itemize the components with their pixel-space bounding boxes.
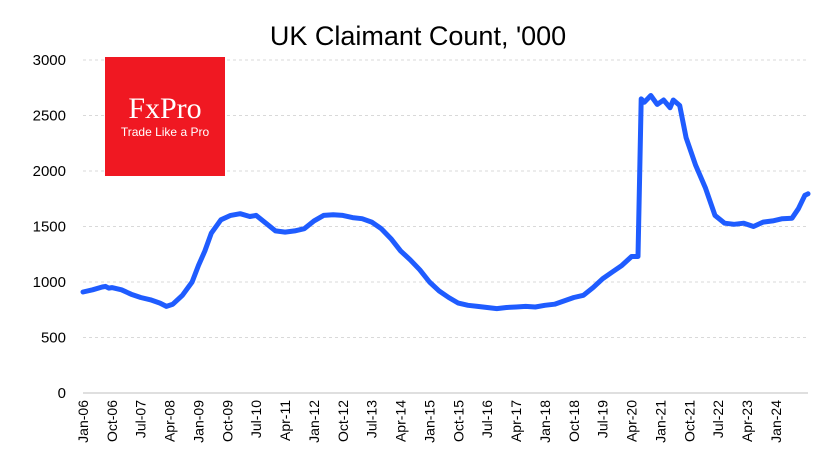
chart-title: UK Claimant Count, '000 (270, 21, 566, 51)
x-tick-label: Apr-17 (508, 400, 524, 442)
x-tick-label: Jul-13 (364, 400, 380, 438)
x-tick-label: Apr-14 (393, 400, 409, 442)
y-tick-label: 0 (58, 385, 66, 402)
y-tick-label: 500 (41, 330, 66, 347)
x-tick-label: Oct-18 (566, 400, 582, 442)
y-tick-label: 1500 (33, 219, 66, 236)
x-tick-label: Jan-09 (190, 400, 206, 443)
series-layer (80, 93, 811, 312)
x-tick-label: Jul-19 (595, 400, 611, 438)
y-tick-label: 1000 (33, 274, 66, 291)
x-tick-label: Jan-12 (306, 400, 322, 443)
logo-brand-text: FxPro (128, 92, 201, 125)
x-tick-label: Jul-22 (710, 400, 726, 438)
x-tick-label: Apr-08 (162, 400, 178, 442)
x-tick-label: Jan-18 (537, 400, 553, 443)
logo-background (105, 57, 225, 176)
x-tick-label: Oct-12 (335, 400, 351, 442)
x-tick-label: Jul-16 (479, 400, 495, 438)
x-tick-label: Apr-20 (624, 400, 640, 442)
x-tick-label: Jan-15 (421, 400, 437, 443)
y-tick-label: 3000 (33, 52, 66, 69)
x-tick-label: Oct-09 (219, 400, 235, 442)
x-tick-label: Jul-10 (248, 400, 264, 438)
x-tick-label: Oct-06 (104, 400, 120, 442)
x-tick-label: Apr-11 (277, 400, 293, 441)
y-axis-ticks: 0 500 1000 1500 2000 2500 3000 (33, 52, 66, 402)
y-tick-label: 2000 (33, 163, 66, 180)
logo-tagline-text: Trade Like a Pro (121, 125, 210, 139)
x-tick-label: Apr-23 (739, 400, 755, 442)
x-tick-label: Jan-21 (652, 400, 668, 443)
x-axis-ticks: Jan-06 Oct-06 Jul-07 Apr-08 Jan-09 Oct-09 Jul-… (75, 400, 784, 443)
fxpro-logo: FxPro Trade Like a Pro (105, 57, 225, 176)
x-tick-label: Jul-07 (133, 400, 149, 438)
x-tick-label: Oct-21 (681, 400, 697, 442)
y-tick-label: 2500 (33, 108, 66, 125)
x-tick-label: Jan-06 (75, 400, 91, 443)
claimant-count-line (80, 93, 811, 312)
x-tick-label: Jan-24 (768, 400, 784, 443)
x-tick-label: Oct-15 (450, 400, 466, 442)
